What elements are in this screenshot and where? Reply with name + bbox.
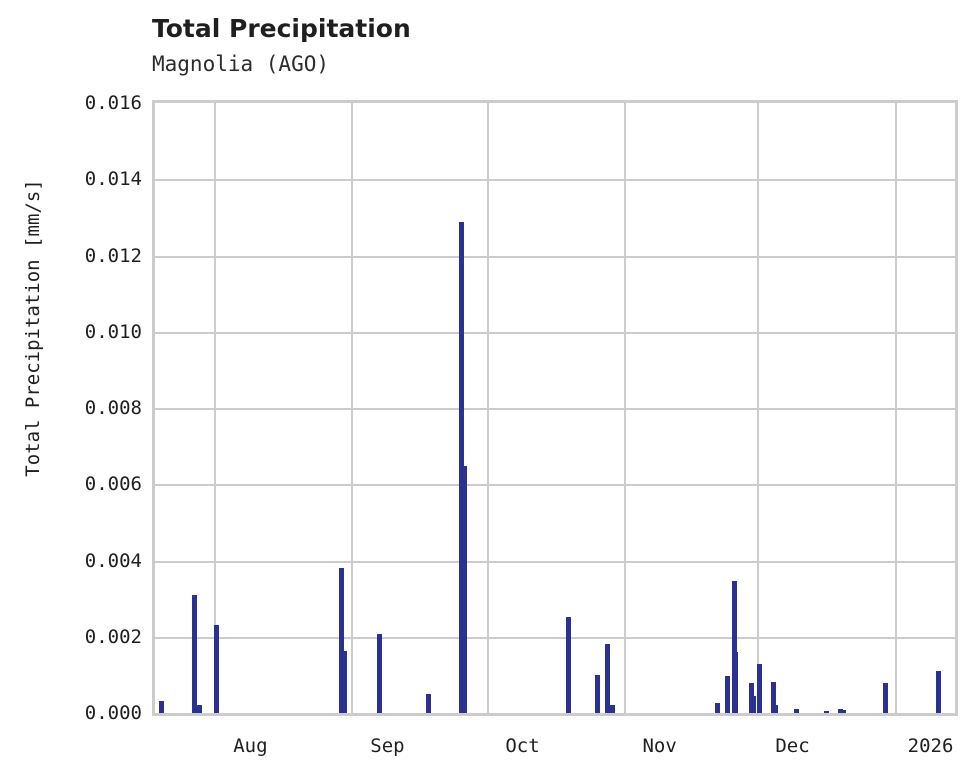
bar [376,633,382,713]
y-axis-tick-label: 0.006 [84,473,142,496]
gridline-vertical [623,103,626,713]
x-axis-tick-label: Nov [642,735,677,757]
plot-inner [155,103,955,713]
gridline-vertical [351,103,354,713]
gridline-horizontal [155,408,955,410]
y-axis-tick-label: 0.014 [84,168,142,191]
x-axis-tick-label: Dec [775,735,810,757]
bar [841,709,847,713]
gridline-vertical [894,103,897,713]
bar [339,568,344,713]
bar [771,681,776,713]
y-axis-tick-label: 0.000 [84,702,142,724]
bar [610,704,616,713]
bar [724,675,730,713]
x-axis-tick-label: 2026 [907,735,954,757]
bar [935,671,941,713]
x-axis-tick-label: Oct [505,735,540,757]
gridline-horizontal [155,560,955,563]
bar [462,465,468,713]
x-axis-tick-label: Aug [233,735,268,757]
y-axis-tick-label: 0.004 [84,549,142,572]
chart-subtitle: Magnolia (AGO) [152,52,330,76]
bar [823,710,829,713]
bar [838,709,844,713]
bar [756,664,762,713]
gridline-horizontal [155,179,955,182]
bar [566,616,572,713]
y-axis-tick-label: 0.016 [84,92,142,114]
gridline-horizontal [155,636,955,639]
bar [426,693,432,713]
y-axis-tick-label: 0.002 [84,625,142,648]
gridline-vertical [756,103,759,713]
y-axis-tick-label: 0.012 [84,244,142,267]
y-axis-tick-label: 0.008 [84,397,142,419]
chart-title: Total Precipitation [152,14,411,43]
bar [731,581,737,713]
bar [197,704,203,713]
gridline-horizontal [155,484,955,487]
bar [751,696,757,713]
bar [595,674,600,713]
bar [192,594,198,713]
bar [883,683,888,713]
bar [459,221,464,713]
bar [715,703,720,713]
bar [342,651,348,713]
gridline-horizontal [155,331,955,334]
bar [773,704,779,713]
plot-area [152,100,958,716]
bar [794,709,800,713]
bar [158,700,164,713]
x-axis-tick-label: Sep [370,735,405,757]
bar [214,624,220,713]
gridline-vertical [486,103,489,713]
y-axis-tick-label: 0.010 [84,320,142,343]
bar [733,652,739,713]
y-axis-tick-labels: 0.016 0.014 0.012 0.010 0.008 0.006 0.004 0.002… [0,92,142,724]
gridline-horizontal [155,255,955,258]
x-axis-tick-labels: Aug Sep Oct Nov Dec 2026 [152,735,958,763]
bar [605,643,611,713]
gridline-vertical [214,103,217,713]
